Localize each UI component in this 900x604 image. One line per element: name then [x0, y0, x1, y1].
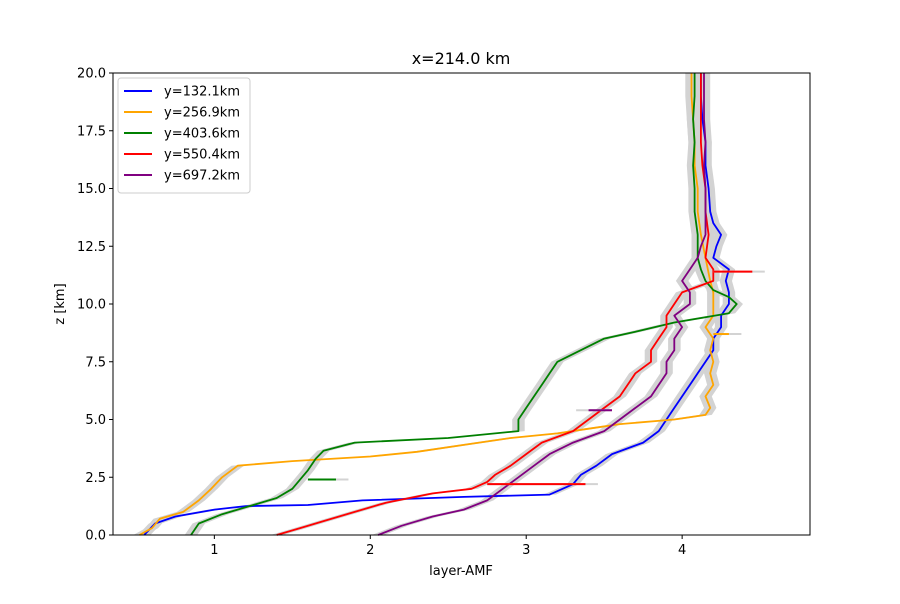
- legend: y=132.1km y=256.9km y=403.6km y=550.4km y=69…: [117, 77, 251, 194]
- y-tick-label: 17.5: [77, 124, 106, 139]
- band-y-403-6km: [184, 73, 743, 535]
- legend-box: [117, 77, 251, 194]
- line-y-697-2km: [377, 73, 707, 536]
- series-lines: [139, 73, 738, 536]
- y-tick-label: 10.0: [77, 298, 106, 313]
- chart-title: x=214.0 km: [412, 49, 511, 68]
- x-tick-label: 2: [366, 543, 374, 558]
- y-tick-label: 5.0: [85, 413, 106, 428]
- x-axis-ticks: 1 2 3 4: [210, 535, 686, 558]
- uncertainty-bands: [133, 73, 743, 535]
- legend-label-y-403-6km: y=403.6km: [164, 127, 240, 142]
- x-axis-label: layer-AMF: [429, 564, 493, 579]
- y-tick-label: 20.0: [77, 67, 106, 82]
- line-y-256-9km: [139, 73, 715, 536]
- x-tick-label: 1: [210, 543, 218, 558]
- x-tick-label: 4: [678, 543, 686, 558]
- line-y-132-1km: [143, 73, 730, 536]
- y-tick-label: 15.0: [77, 182, 106, 197]
- series-spikes: [307, 270, 765, 486]
- y-tick-label: 12.5: [77, 240, 106, 255]
- legend-label-y-550-4km: y=550.4km: [164, 148, 240, 163]
- x-tick-label: 3: [522, 543, 530, 558]
- y-tick-label: 2.5: [85, 471, 106, 486]
- legend-label-y-256-9km: y=256.9km: [164, 106, 240, 121]
- legend-label-y-132-1km: y=132.1km: [164, 85, 240, 100]
- y-tick-label: 0.0: [85, 529, 106, 544]
- y-axis-label: z [km]: [53, 283, 68, 324]
- line-y-403-6km: [190, 73, 738, 536]
- legend-label-y-697-2km: y=697.2km: [164, 169, 240, 184]
- y-tick-label: 7.5: [85, 355, 106, 370]
- y-axis-ticks: 0.0 2.5 5.0 7.5 10.0 12.5 15.0 17.5 20.0: [77, 67, 113, 544]
